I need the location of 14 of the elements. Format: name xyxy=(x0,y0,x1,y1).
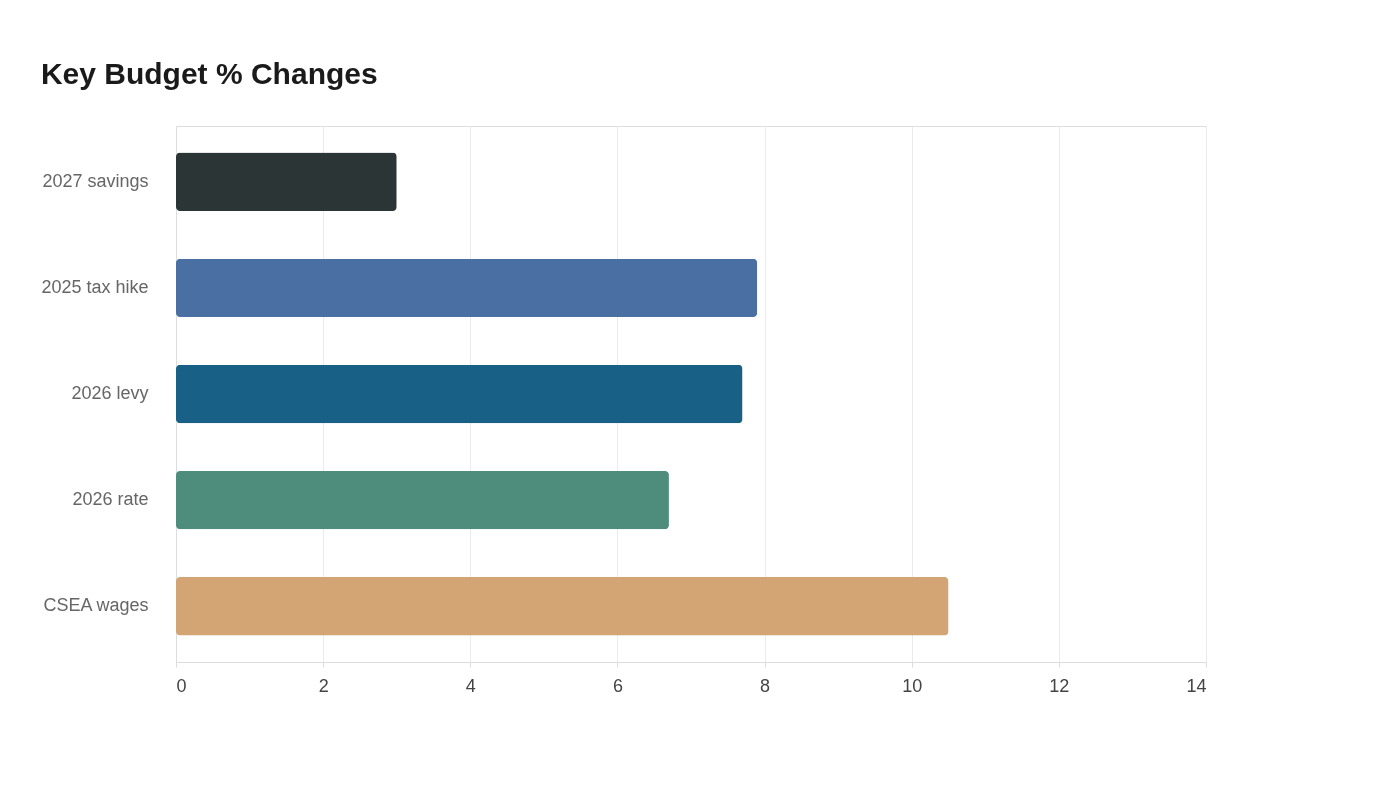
x-tick-label: 8 xyxy=(760,675,771,696)
y-tick-label: 2027 savings xyxy=(42,170,149,191)
y-tick-label: 2026 levy xyxy=(71,383,149,403)
y-tick-label: CSEA wages xyxy=(43,595,149,616)
x-tick-label: 12 xyxy=(1049,675,1070,696)
x-tick-label: 6 xyxy=(612,675,623,696)
x-tick-label: 4 xyxy=(465,675,476,696)
x-tick-label: 10 xyxy=(902,675,923,696)
y-tick-label: 2026 rate xyxy=(72,489,149,510)
x-tick-label: 14 xyxy=(1186,675,1207,696)
x-tick-label: 0 xyxy=(176,675,187,696)
chart-title: Key Budget % Changes xyxy=(40,57,378,90)
x-tick-label: 2 xyxy=(318,675,329,696)
y-tick-label: 2025 tax hike xyxy=(41,276,149,297)
